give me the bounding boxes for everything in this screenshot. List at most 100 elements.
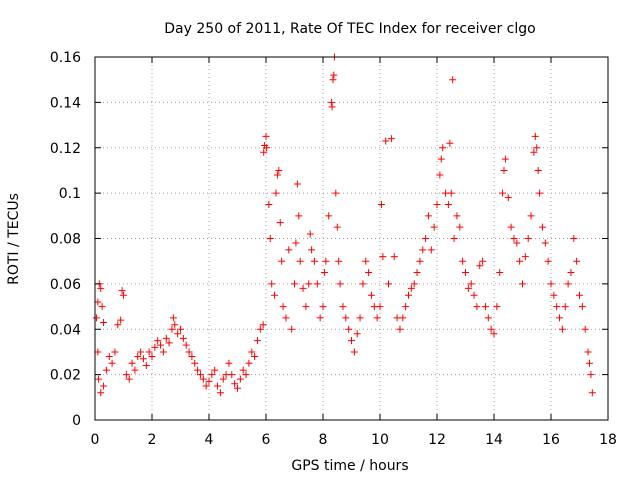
y-tick-label: 0.06 — [50, 277, 81, 293]
data-point — [114, 321, 122, 329]
data-point — [134, 352, 142, 360]
data-point — [142, 362, 150, 370]
data-point — [310, 257, 318, 265]
data-point — [205, 377, 213, 385]
data-point — [567, 269, 575, 277]
data-point — [100, 318, 108, 326]
data-point — [396, 325, 404, 333]
x-tick-label: 6 — [262, 432, 271, 448]
data-point — [348, 337, 355, 345]
data-point — [490, 330, 498, 338]
data-point — [288, 325, 296, 333]
data-point — [416, 257, 424, 265]
data-point — [376, 303, 384, 311]
y-tick-label: 0.04 — [50, 322, 81, 338]
data-point — [450, 235, 458, 242]
data-point — [328, 103, 336, 111]
data-point — [479, 257, 487, 265]
data-point — [336, 280, 344, 288]
data-point — [168, 325, 176, 333]
data-point — [541, 239, 549, 247]
data-point — [179, 334, 187, 342]
data-point — [299, 284, 307, 292]
data-point — [293, 180, 301, 188]
data-point — [97, 284, 105, 292]
data-point — [405, 291, 412, 299]
x-tick-label: 18 — [599, 432, 617, 448]
data-point — [171, 321, 179, 329]
data-point — [296, 257, 304, 265]
data-point — [335, 257, 343, 265]
ticks-layer — [94, 56, 609, 421]
data-point — [496, 269, 504, 277]
data-point — [305, 280, 313, 288]
data-point — [202, 382, 210, 390]
data-point — [291, 280, 298, 288]
data-point — [162, 334, 170, 342]
data-point — [285, 246, 293, 254]
data-point — [456, 223, 464, 231]
data-point — [436, 171, 444, 179]
data-point — [413, 269, 421, 277]
data-point — [524, 235, 532, 242]
data-point — [97, 389, 105, 397]
data-point — [500, 166, 508, 174]
data-point — [118, 287, 126, 295]
data-point — [295, 212, 303, 220]
data-point — [339, 303, 347, 311]
data-point — [544, 257, 552, 265]
data-point — [365, 269, 373, 277]
data-point — [169, 314, 177, 322]
y-tick-labels: 0 0.02 0.04 0.06 0.08 0.1 0.12 0.14 0.16 — [50, 50, 81, 429]
data-point — [139, 355, 147, 363]
data-point — [253, 337, 261, 345]
y-tick-label: 0.1 — [59, 186, 81, 202]
data-point — [102, 366, 110, 374]
data-point — [248, 348, 256, 356]
data-point — [214, 382, 222, 390]
data-point — [419, 246, 427, 254]
data-point — [570, 235, 578, 242]
data-point — [177, 325, 184, 333]
data-point — [174, 330, 182, 338]
data-point — [584, 348, 592, 356]
data-point — [268, 280, 276, 288]
y-tick-label: 0.08 — [50, 232, 81, 248]
data-point — [521, 253, 529, 261]
data-point — [513, 239, 521, 247]
data-point — [407, 284, 415, 292]
data-point — [325, 212, 333, 220]
data-point — [527, 212, 535, 220]
y-tick-label: 0 — [72, 413, 81, 429]
data-point — [564, 280, 572, 288]
data-point — [236, 375, 244, 383]
x-tick-label: 12 — [428, 432, 446, 448]
x-tick-label: 2 — [148, 432, 157, 448]
data-point — [462, 269, 469, 277]
data-point — [316, 314, 324, 322]
data-point — [576, 291, 583, 299]
data-point — [308, 246, 316, 254]
data-point — [476, 262, 484, 270]
data-point — [550, 291, 558, 299]
data-point — [278, 257, 286, 265]
data-point — [499, 189, 507, 197]
data-point — [266, 235, 274, 242]
data-point — [275, 166, 283, 174]
data-point — [459, 257, 467, 265]
data-point — [585, 359, 593, 367]
data-point — [159, 348, 167, 356]
data-point — [151, 343, 159, 351]
data-point — [185, 348, 193, 356]
data-point — [131, 366, 139, 374]
data-point — [306, 230, 314, 238]
data-point — [581, 325, 589, 333]
x-tick-label: 8 — [319, 432, 328, 448]
y-axis-title: ROTI / TECUs — [6, 193, 22, 285]
data-point — [329, 76, 337, 84]
data-point — [100, 382, 108, 390]
data-point — [588, 389, 596, 397]
data-point — [208, 371, 216, 379]
data-point — [464, 284, 472, 292]
data-point — [561, 303, 569, 311]
